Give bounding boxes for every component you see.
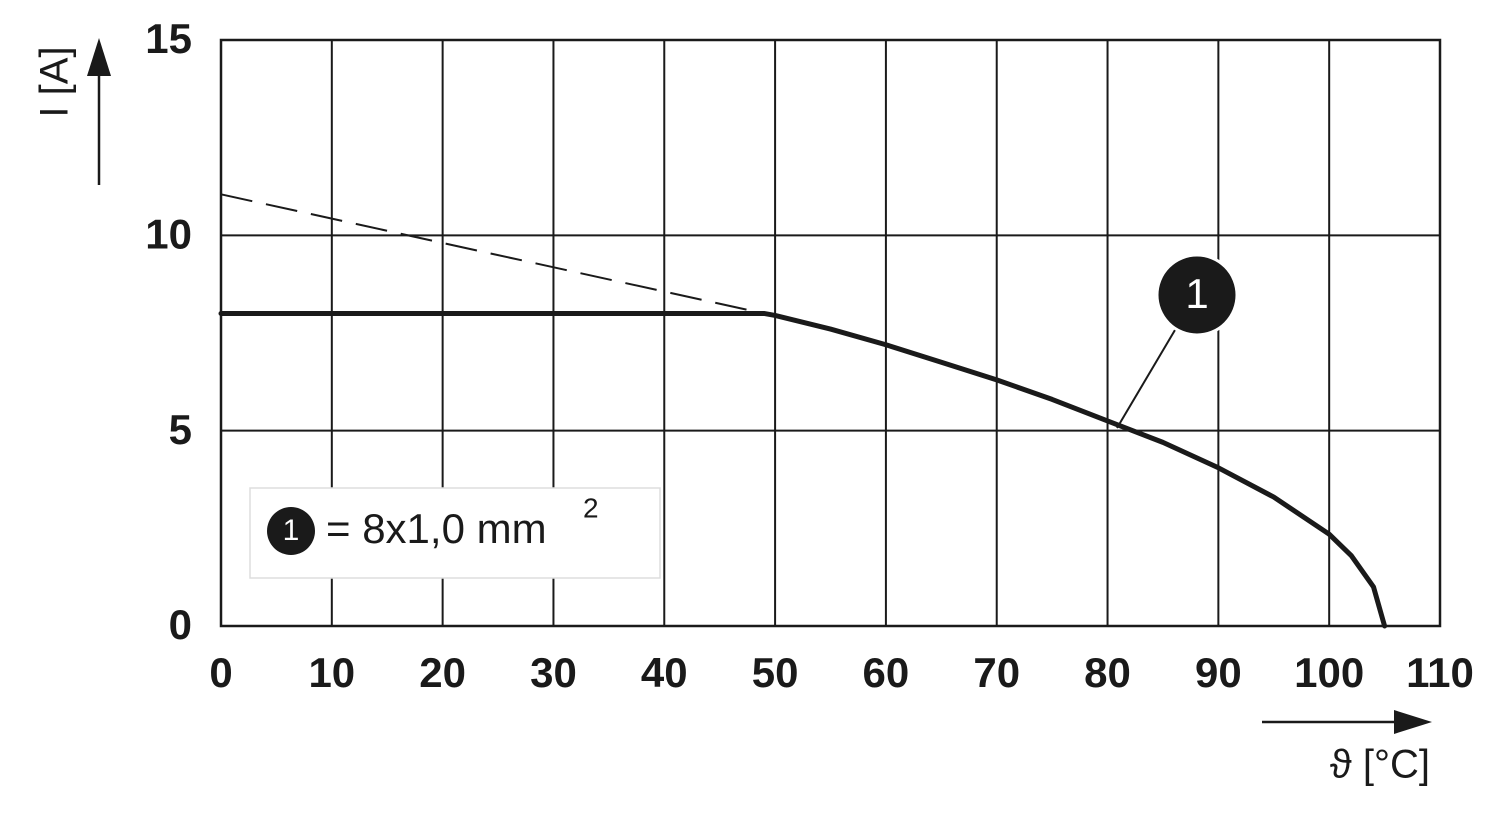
x-tick-label: 70 bbox=[973, 649, 1020, 696]
x-tick-label: 60 bbox=[863, 649, 910, 696]
x-tick-label: 30 bbox=[530, 649, 577, 696]
legend-marker-circle bbox=[267, 507, 315, 555]
plot-frame bbox=[219, 38, 1442, 628]
x-tick-label: 40 bbox=[641, 649, 688, 696]
callout-circle bbox=[1155, 253, 1239, 337]
y-tick-label: 10 bbox=[145, 210, 192, 257]
callout: 1 bbox=[1116, 253, 1239, 429]
dashed-line bbox=[220, 193, 765, 315]
x-tick-label: 20 bbox=[419, 649, 466, 696]
y-axis-title: I [A] bbox=[33, 46, 77, 117]
curve-line bbox=[218, 310, 1388, 629]
x-tick-label: 80 bbox=[1084, 649, 1131, 696]
legend-marker: 1 bbox=[283, 514, 300, 547]
x-tick-label: 0 bbox=[209, 649, 232, 696]
x-axis-title: ϑ [°C] bbox=[1330, 743, 1430, 787]
y-tick-label: 15 bbox=[145, 15, 192, 62]
x-tick-label: 100 bbox=[1294, 649, 1364, 696]
legend: 1 = 8x1,0 mm 2 bbox=[249, 487, 661, 579]
y-tick-label: 0 bbox=[169, 601, 192, 648]
x-tick-label: 50 bbox=[752, 649, 799, 696]
legend-text: = 8x1,0 mm bbox=[326, 505, 547, 552]
callout-label: 1 bbox=[1185, 270, 1208, 317]
x-axis-arrow bbox=[1262, 710, 1432, 734]
x-tick-label: 90 bbox=[1195, 649, 1242, 696]
legend-superscript: 2 bbox=[583, 492, 599, 523]
y-tick-label: 5 bbox=[169, 406, 192, 453]
y-axis-arrow bbox=[87, 38, 111, 185]
x-tick-label: 10 bbox=[308, 649, 355, 696]
legend-box bbox=[249, 487, 661, 579]
x-tick-label: 110 bbox=[1406, 649, 1474, 696]
